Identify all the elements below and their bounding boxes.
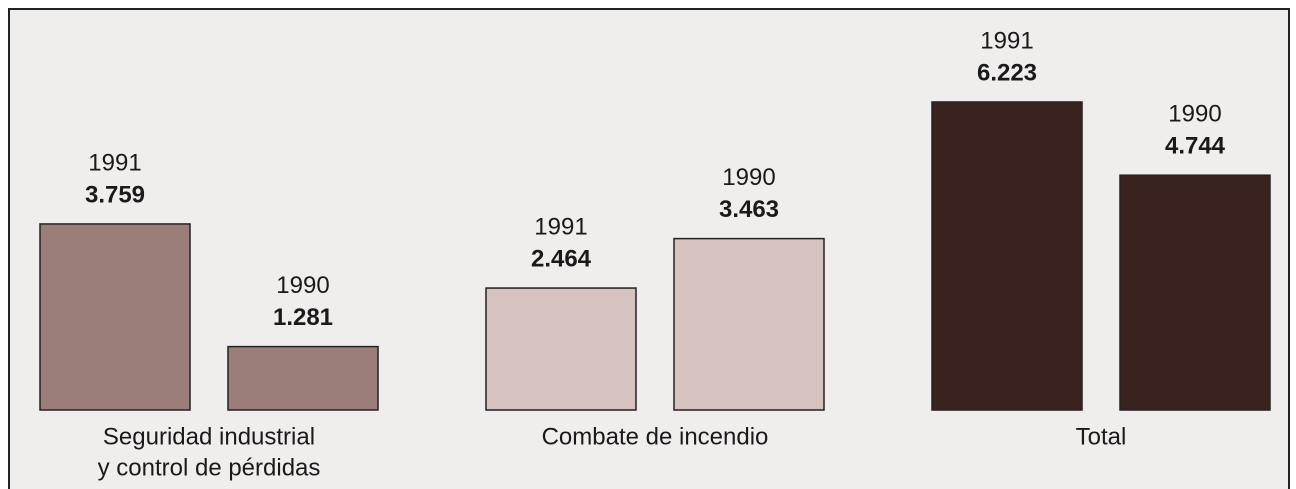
series-label: 1991 [88,149,141,176]
category-label: Seguridad industrial [103,423,315,450]
series-label: 1990 [276,272,329,299]
series-label: 1990 [722,164,775,191]
series-label: 1991 [980,27,1033,54]
series-label: 1991 [534,213,587,240]
category-label: Total [1076,423,1127,450]
value-label: 6.223 [977,59,1037,86]
bar [931,101,1083,411]
value-label: 3.463 [719,196,779,223]
value-label: 1.281 [273,304,333,331]
bar [227,345,379,411]
category-label: y control de pérdidas [98,454,321,481]
value-label: 2.464 [531,245,592,272]
value-label: 3.759 [85,181,145,208]
series-label: 1990 [1168,101,1221,128]
bar [673,237,825,411]
bar [485,287,637,411]
bar [1119,174,1271,411]
value-label: 4.744 [1165,133,1226,160]
bar [39,223,191,411]
category-label: Combate de incendio [542,423,769,450]
frame [8,8,1290,489]
